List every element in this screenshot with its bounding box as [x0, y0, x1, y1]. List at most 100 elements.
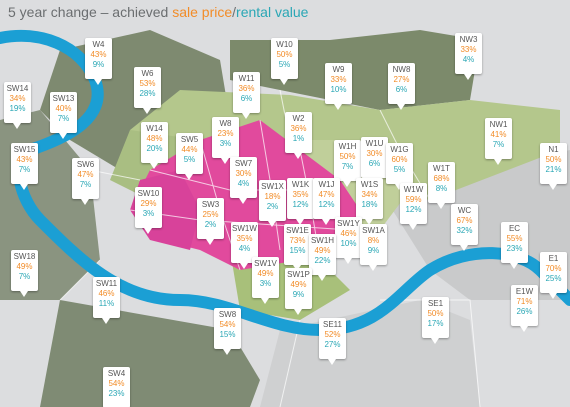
- district-pin-sw3[interactable]: SW3 25% 2%: [197, 198, 224, 245]
- district-sale-change: 70%: [545, 264, 562, 273]
- district-pin-sw15[interactable]: SW15 43% 7%: [11, 143, 38, 190]
- title-rent-label: rental value: [236, 4, 309, 20]
- district-code: SW10: [137, 189, 160, 198]
- district-sale-change: 47%: [318, 190, 335, 199]
- district-rent-change: 27%: [324, 340, 341, 349]
- district-pin-sw1w[interactable]: SW1W 35% 4%: [231, 222, 258, 269]
- district-code: SW13: [52, 94, 75, 103]
- district-rent-change: 17%: [427, 319, 444, 328]
- district-sale-change: 54%: [108, 379, 125, 388]
- district-rent-change: 7%: [341, 162, 354, 171]
- district-code: SW4: [107, 369, 126, 378]
- district-pin-wc[interactable]: WC 67% 32%: [451, 204, 478, 251]
- district-code: N1: [548, 145, 559, 154]
- district-rent-change: 7%: [57, 114, 70, 123]
- district-rent-change: 19%: [9, 104, 26, 113]
- district-pin-sw1x[interactable]: SW1X 18% 2%: [259, 180, 286, 227]
- district-pin-sw18[interactable]: SW18 49% 7%: [11, 250, 38, 297]
- district-pin-w14[interactable]: W14 48% 20%: [141, 122, 168, 169]
- district-pin-sw8[interactable]: SW8 54% 15%: [214, 308, 241, 355]
- district-sale-change: 43%: [16, 155, 33, 164]
- district-code: W1T: [433, 164, 450, 173]
- district-pin-w1k[interactable]: W1K 35% 12%: [287, 178, 314, 225]
- district-pin-w11[interactable]: W11 36% 6%: [233, 72, 260, 119]
- district-code: SE1: [427, 299, 444, 308]
- district-rent-change: 26%: [516, 307, 533, 316]
- district-pin-sw4[interactable]: SW4 54% 23%: [103, 367, 130, 407]
- district-pin-w1s[interactable]: W1S 34% 18%: [356, 178, 383, 225]
- district-pin-sw1v[interactable]: SW1V 49% 3%: [252, 257, 279, 304]
- district-code: SW8: [218, 310, 237, 319]
- district-pin-sw1y[interactable]: SW1Y 46% 10%: [335, 217, 362, 264]
- district-pin-se1[interactable]: SE1 50% 17%: [422, 297, 449, 344]
- district-code: EC: [508, 224, 521, 233]
- district-pin-w9[interactable]: W9 33% 10%: [325, 63, 352, 110]
- district-rent-change: 12%: [318, 200, 335, 209]
- district-rent-change: 3%: [259, 279, 272, 288]
- district-pin-n1[interactable]: N1 50% 21%: [540, 143, 567, 190]
- district-pin-w1u[interactable]: W1U 30% 6%: [361, 137, 388, 184]
- district-code: SW5: [180, 135, 199, 144]
- district-pin-w10[interactable]: W10 50% 5%: [271, 38, 298, 85]
- district-code: SW11: [95, 279, 118, 288]
- district-pin-se11[interactable]: SE11 52% 27%: [319, 318, 346, 365]
- district-pin-w1t[interactable]: W1T 68% 8%: [428, 162, 455, 209]
- district-rent-change: 22%: [314, 256, 331, 265]
- district-rent-change: 5%: [183, 155, 196, 164]
- district-rent-change: 3%: [142, 209, 155, 218]
- district-rent-change: 9%: [92, 60, 105, 69]
- district-pin-sw1h[interactable]: SW1H 49% 22%: [309, 234, 336, 281]
- district-pin-sw1e[interactable]: SW1E 73% 15%: [284, 224, 311, 271]
- district-pin-sw1a[interactable]: SW1A 8% 9%: [360, 224, 387, 271]
- district-pin-sw10[interactable]: SW10 29% 3%: [135, 187, 162, 234]
- district-sale-change: 44%: [181, 145, 198, 154]
- district-sale-change: 34%: [9, 94, 26, 103]
- district-pin-nw1[interactable]: NW1 41% 7%: [485, 118, 512, 165]
- district-pin-w1h[interactable]: W1H 50% 7%: [334, 140, 361, 187]
- district-pin-sw7[interactable]: SW7 30% 4%: [230, 157, 257, 204]
- district-pin-w4[interactable]: W4 43% 9%: [85, 38, 112, 85]
- district-rent-change: 21%: [545, 165, 562, 174]
- district-rent-change: 4%: [237, 179, 250, 188]
- district-code: NW3: [459, 35, 478, 44]
- district-sale-change: 33%: [330, 75, 347, 84]
- district-pin-nw8[interactable]: NW8 27% 6%: [388, 63, 415, 110]
- district-pin-w6[interactable]: W6 53% 28%: [134, 67, 161, 114]
- district-sale-change: 40%: [55, 104, 72, 113]
- district-sale-change: 54%: [219, 320, 236, 329]
- district-pin-w8[interactable]: W8 23% 3%: [212, 117, 239, 164]
- district-pin-sw1p[interactable]: SW1P 49% 9%: [285, 268, 312, 315]
- district-code: SW1E: [286, 226, 309, 235]
- district-pin-sw5[interactable]: SW5 44% 5%: [176, 133, 203, 180]
- district-sale-change: 29%: [140, 199, 157, 208]
- district-rent-change: 4%: [462, 55, 475, 64]
- district-sale-change: 49%: [314, 246, 331, 255]
- district-code: W1G: [390, 145, 409, 154]
- district-sale-change: 50%: [427, 309, 444, 318]
- title-sale-label: sale price: [172, 4, 233, 20]
- district-sale-change: 41%: [490, 130, 507, 139]
- district-sale-change: 25%: [202, 210, 219, 219]
- district-pin-w1j[interactable]: W1J 47% 12%: [313, 178, 340, 225]
- district-pin-sw13[interactable]: SW13 40% 7%: [50, 92, 77, 139]
- district-pin-e1w[interactable]: E1W 71% 26%: [511, 285, 538, 332]
- district-pin-ec[interactable]: EC 55% 23%: [501, 222, 528, 269]
- district-pin-sw6[interactable]: SW6 47% 7%: [72, 158, 99, 205]
- district-pin-w2[interactable]: W2 36% 1%: [285, 112, 312, 159]
- district-pin-w1g[interactable]: W1G 60% 5%: [386, 143, 413, 190]
- district-code: SW6: [76, 160, 95, 169]
- district-rent-change: 6%: [368, 159, 381, 168]
- district-pin-sw14[interactable]: SW14 34% 19%: [4, 82, 31, 129]
- district-rent-change: 12%: [292, 200, 309, 209]
- district-sale-change: 71%: [516, 297, 533, 306]
- district-rent-change: 10%: [340, 239, 357, 248]
- district-pin-nw3[interactable]: NW3 33% 4%: [455, 33, 482, 80]
- district-rent-change: 15%: [289, 246, 306, 255]
- district-pin-sw11[interactable]: SW11 46% 11%: [93, 277, 120, 324]
- district-rent-change: 7%: [492, 140, 505, 149]
- district-pin-e1[interactable]: E1 70% 25%: [540, 252, 567, 299]
- district-pin-w1w[interactable]: W1W 59% 12%: [400, 183, 427, 230]
- district-sale-change: 23%: [217, 129, 234, 138]
- district-sale-change: 8%: [367, 236, 380, 245]
- district-battersea-area: [40, 300, 260, 407]
